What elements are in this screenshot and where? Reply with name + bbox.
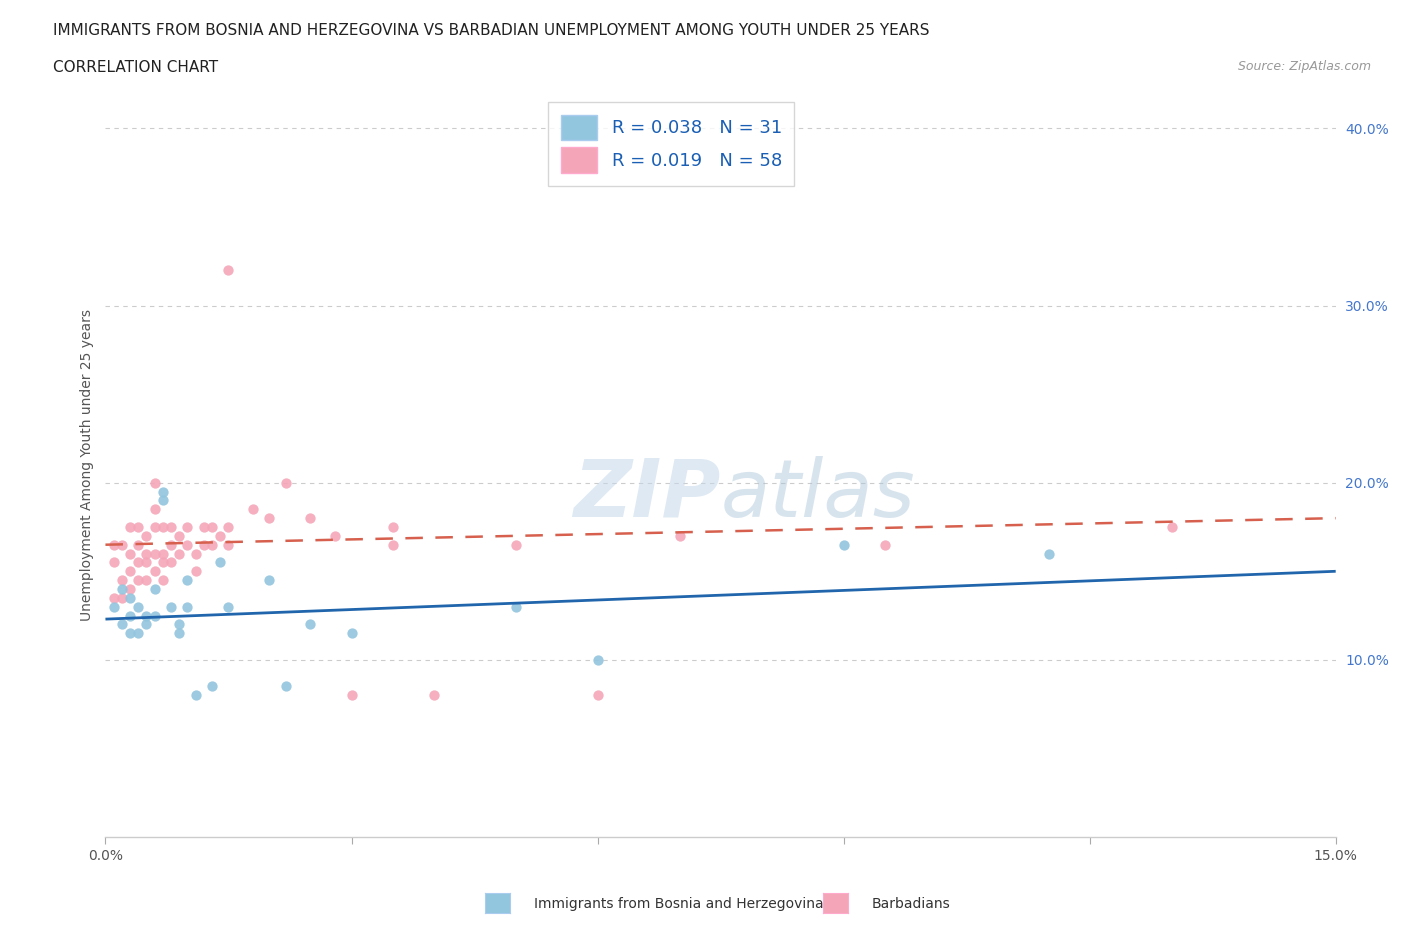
Point bbox=[111, 617, 134, 631]
Point bbox=[120, 520, 141, 535]
Point bbox=[586, 688, 609, 703]
Point bbox=[201, 520, 224, 535]
Point bbox=[143, 502, 166, 517]
Point bbox=[184, 546, 207, 561]
Point bbox=[135, 546, 157, 561]
Point bbox=[259, 573, 281, 588]
Point bbox=[152, 573, 174, 588]
Point bbox=[135, 555, 157, 570]
Text: Source: ZipAtlas.com: Source: ZipAtlas.com bbox=[1237, 60, 1371, 73]
Point bbox=[381, 538, 404, 552]
Point bbox=[120, 546, 141, 561]
Point bbox=[176, 573, 198, 588]
Point bbox=[873, 538, 896, 552]
Text: CORRELATION CHART: CORRELATION CHART bbox=[53, 60, 218, 75]
Text: Barbadians: Barbadians bbox=[872, 897, 950, 911]
Point bbox=[1038, 546, 1060, 561]
Point bbox=[381, 520, 404, 535]
Point bbox=[127, 599, 149, 614]
Point bbox=[586, 653, 609, 668]
Point bbox=[160, 555, 183, 570]
Point bbox=[127, 626, 149, 641]
Point bbox=[201, 538, 224, 552]
Point bbox=[176, 538, 198, 552]
Point bbox=[274, 475, 297, 490]
Point bbox=[1160, 520, 1182, 535]
Point bbox=[218, 599, 240, 614]
Point bbox=[120, 581, 141, 596]
Point bbox=[152, 546, 174, 561]
Point bbox=[505, 538, 527, 552]
Point bbox=[832, 538, 855, 552]
Point bbox=[111, 573, 134, 588]
Point bbox=[323, 528, 346, 543]
Point bbox=[169, 546, 191, 561]
Point bbox=[160, 599, 183, 614]
Point bbox=[274, 679, 297, 694]
Text: atlas: atlas bbox=[721, 456, 915, 534]
Point bbox=[135, 617, 157, 631]
Point bbox=[299, 617, 322, 631]
Point bbox=[160, 520, 183, 535]
Point bbox=[242, 502, 264, 517]
Point bbox=[143, 608, 166, 623]
Point bbox=[143, 546, 166, 561]
Point bbox=[422, 688, 444, 703]
Point bbox=[209, 555, 232, 570]
Point bbox=[127, 520, 149, 535]
Point bbox=[143, 564, 166, 578]
Text: IMMIGRANTS FROM BOSNIA AND HERZEGOVINA VS BARBADIAN UNEMPLOYMENT AMONG YOUTH UND: IMMIGRANTS FROM BOSNIA AND HERZEGOVINA V… bbox=[53, 23, 929, 38]
Text: ZIP: ZIP bbox=[574, 456, 721, 534]
Point bbox=[143, 520, 166, 535]
Point bbox=[143, 475, 166, 490]
Point bbox=[120, 591, 141, 605]
Point bbox=[169, 617, 191, 631]
Point bbox=[103, 538, 125, 552]
Point bbox=[152, 485, 174, 499]
Point bbox=[127, 555, 149, 570]
Point bbox=[193, 520, 215, 535]
Point bbox=[259, 511, 281, 525]
Point bbox=[299, 511, 322, 525]
Point bbox=[120, 564, 141, 578]
Point bbox=[152, 520, 174, 535]
Point bbox=[505, 599, 527, 614]
Point bbox=[218, 262, 240, 277]
Point bbox=[111, 538, 134, 552]
Point bbox=[176, 520, 198, 535]
Point bbox=[218, 520, 240, 535]
Point bbox=[218, 538, 240, 552]
Point bbox=[160, 538, 183, 552]
Point bbox=[152, 555, 174, 570]
Point bbox=[193, 538, 215, 552]
Point bbox=[184, 688, 207, 703]
Point bbox=[103, 555, 125, 570]
Point bbox=[120, 626, 141, 641]
Point bbox=[135, 528, 157, 543]
Text: Immigrants from Bosnia and Herzegovina: Immigrants from Bosnia and Herzegovina bbox=[534, 897, 824, 911]
Point bbox=[201, 679, 224, 694]
Point bbox=[340, 626, 363, 641]
Point bbox=[169, 528, 191, 543]
Point bbox=[111, 581, 134, 596]
Legend: R = 0.038   N = 31, R = 0.019   N = 58: R = 0.038 N = 31, R = 0.019 N = 58 bbox=[548, 102, 794, 186]
Point bbox=[176, 599, 198, 614]
Point bbox=[169, 626, 191, 641]
Point bbox=[135, 608, 157, 623]
Point bbox=[209, 528, 232, 543]
Point bbox=[135, 573, 157, 588]
Point bbox=[127, 573, 149, 588]
Point bbox=[340, 688, 363, 703]
Y-axis label: Unemployment Among Youth under 25 years: Unemployment Among Youth under 25 years bbox=[80, 309, 94, 621]
Point bbox=[668, 528, 690, 543]
Point bbox=[127, 538, 149, 552]
Point bbox=[103, 599, 125, 614]
Point bbox=[120, 608, 141, 623]
Point bbox=[184, 564, 207, 578]
Point bbox=[152, 493, 174, 508]
Point bbox=[111, 591, 134, 605]
Point bbox=[143, 581, 166, 596]
Point bbox=[103, 591, 125, 605]
